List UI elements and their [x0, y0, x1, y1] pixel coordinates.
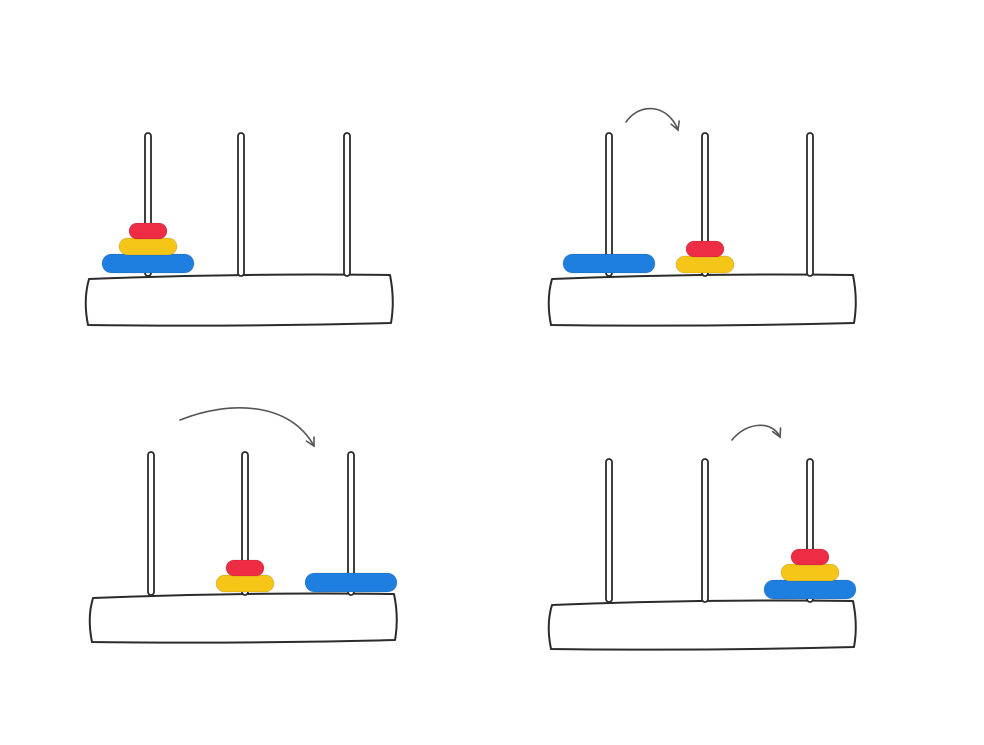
move-arrow	[625, 107, 680, 132]
large-disc	[562, 253, 656, 274]
move-arrow	[179, 407, 315, 448]
peg-2	[701, 132, 709, 277]
peg-2	[701, 458, 709, 603]
peg-1	[605, 458, 613, 603]
peg-3	[806, 132, 814, 277]
medium-disc	[118, 237, 178, 256]
peg-2	[237, 132, 245, 277]
small-disc	[128, 222, 168, 240]
move-arrow	[731, 424, 782, 441]
medium-disc	[675, 255, 735, 274]
base-board	[547, 273, 857, 327]
step-2-panel	[547, 107, 857, 327]
base-board	[547, 599, 857, 651]
step-4-panel	[547, 424, 857, 651]
base-board	[88, 592, 398, 644]
medium-disc	[780, 563, 840, 582]
peg-3	[343, 132, 351, 277]
peg-2	[241, 451, 249, 596]
step-1-panel	[84, 132, 394, 327]
peg-1	[605, 132, 613, 277]
large-disc	[763, 579, 857, 600]
large-disc	[101, 253, 195, 274]
medium-disc	[215, 574, 275, 593]
small-disc	[225, 559, 265, 577]
base-board	[84, 273, 394, 327]
small-disc	[685, 240, 725, 258]
large-disc	[304, 572, 398, 593]
peg-3	[347, 451, 355, 596]
small-disc	[790, 548, 830, 566]
peg-1	[147, 451, 155, 596]
step-3-panel	[88, 407, 398, 644]
